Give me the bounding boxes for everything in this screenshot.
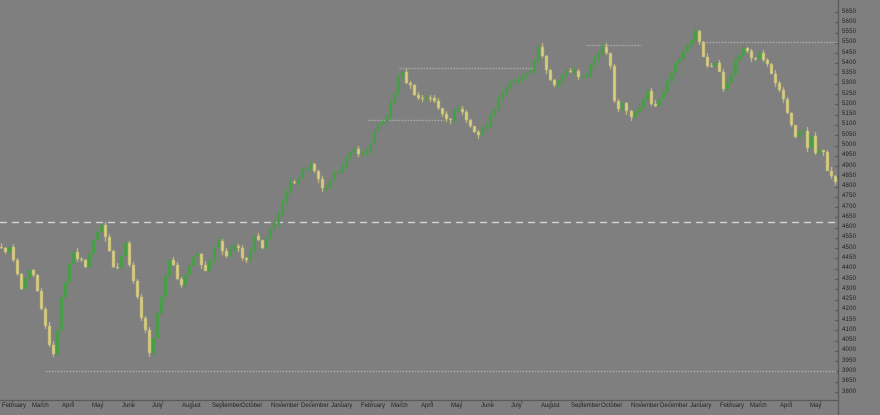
time-tick-label: December (660, 403, 688, 409)
price-tick-label: 5550 (842, 29, 857, 36)
price-tick-label: 5150 (842, 111, 857, 118)
price-tick-label: 5200 (842, 100, 857, 107)
time-tick-label: July (511, 403, 522, 409)
price-axis[interactable]: 5650 5600 5550 5500 5450 5400 5350 5300 5250 5200… (838, 0, 880, 400)
price-tick-label: 4050 (842, 337, 857, 344)
time-tick-label: February (2, 403, 27, 409)
time-tick-label: April (421, 403, 434, 409)
price-tick-label: 4750 (842, 193, 857, 200)
price-tick-label: 5250 (842, 90, 857, 97)
price-tick-label: 5300 (842, 80, 857, 87)
price-tick-label: 4650 (842, 213, 857, 220)
price-tick-label: 4700 (842, 203, 857, 210)
price-tick-label: 4900 (842, 162, 857, 169)
price-tick-label: 4000 (842, 347, 857, 354)
time-tick-label: September (212, 403, 242, 409)
time-tick-label: August (182, 403, 201, 409)
price-tick-label: 4850 (842, 172, 857, 179)
time-tick-label: November (271, 403, 299, 409)
price-tick-label: 4150 (842, 316, 857, 323)
price-tick-label: 5650 (842, 8, 857, 15)
price-tick-label: 4550 (842, 234, 857, 241)
time-tick-label: September (571, 403, 601, 409)
time-tick-label: August (541, 403, 560, 409)
time-tick-label: October (601, 403, 623, 409)
time-tick-label: November (631, 403, 659, 409)
time-tick-label: January (690, 403, 712, 409)
price-tick-label: 4250 (842, 296, 857, 303)
time-tick-label: March (750, 403, 767, 409)
price-tick-label: 5400 (842, 59, 857, 66)
price-tick-label: 4400 (842, 265, 857, 272)
price-tick-label: 4450 (842, 254, 857, 261)
time-tick-label: December (301, 403, 329, 409)
time-tick-label: May (810, 403, 822, 409)
price-tick-label: 4350 (842, 275, 857, 282)
price-tick-label: 4800 (842, 183, 857, 190)
time-tick-label: October (241, 403, 263, 409)
price-tick-label: 4200 (842, 306, 857, 313)
time-tick-label: March (391, 403, 408, 409)
time-tick-label: May (92, 403, 104, 409)
price-tick-label: 4500 (842, 244, 857, 251)
time-tick-label: April (62, 403, 75, 409)
price-tick-label: 3900 (842, 367, 857, 374)
time-tick-label: January (331, 403, 353, 409)
time-tick-label: March (32, 403, 49, 409)
price-tick-label: 3800 (842, 388, 857, 395)
price-tick-label: 4300 (842, 285, 857, 292)
time-tick-label: June (122, 403, 136, 409)
price-tick-label: 5450 (842, 49, 857, 56)
price-tick-label: 5600 (842, 18, 857, 25)
price-tick-label: 5050 (842, 131, 857, 138)
time-tick-label: April (780, 403, 793, 409)
price-tick-label: 4600 (842, 224, 857, 231)
time-tick-label: February (720, 403, 745, 409)
price-tick-label: 3850 (842, 378, 857, 385)
time-tick-label: June (481, 403, 495, 409)
time-tick-label: July (152, 403, 163, 409)
time-tick-label: February (361, 403, 386, 409)
time-axis[interactable]: February March April May June July August Septe… (0, 402, 838, 415)
price-tick-label: 5500 (842, 39, 857, 46)
time-tick-label: May (451, 403, 463, 409)
price-tick-label: 4100 (842, 326, 857, 333)
price-tick-label: 5100 (842, 121, 857, 128)
price-tick-label: 5000 (842, 142, 857, 148)
price-tick-label: 5350 (842, 70, 857, 77)
price-tick-label: 4950 (842, 152, 857, 159)
price-tick-label: 3950 (842, 357, 857, 364)
